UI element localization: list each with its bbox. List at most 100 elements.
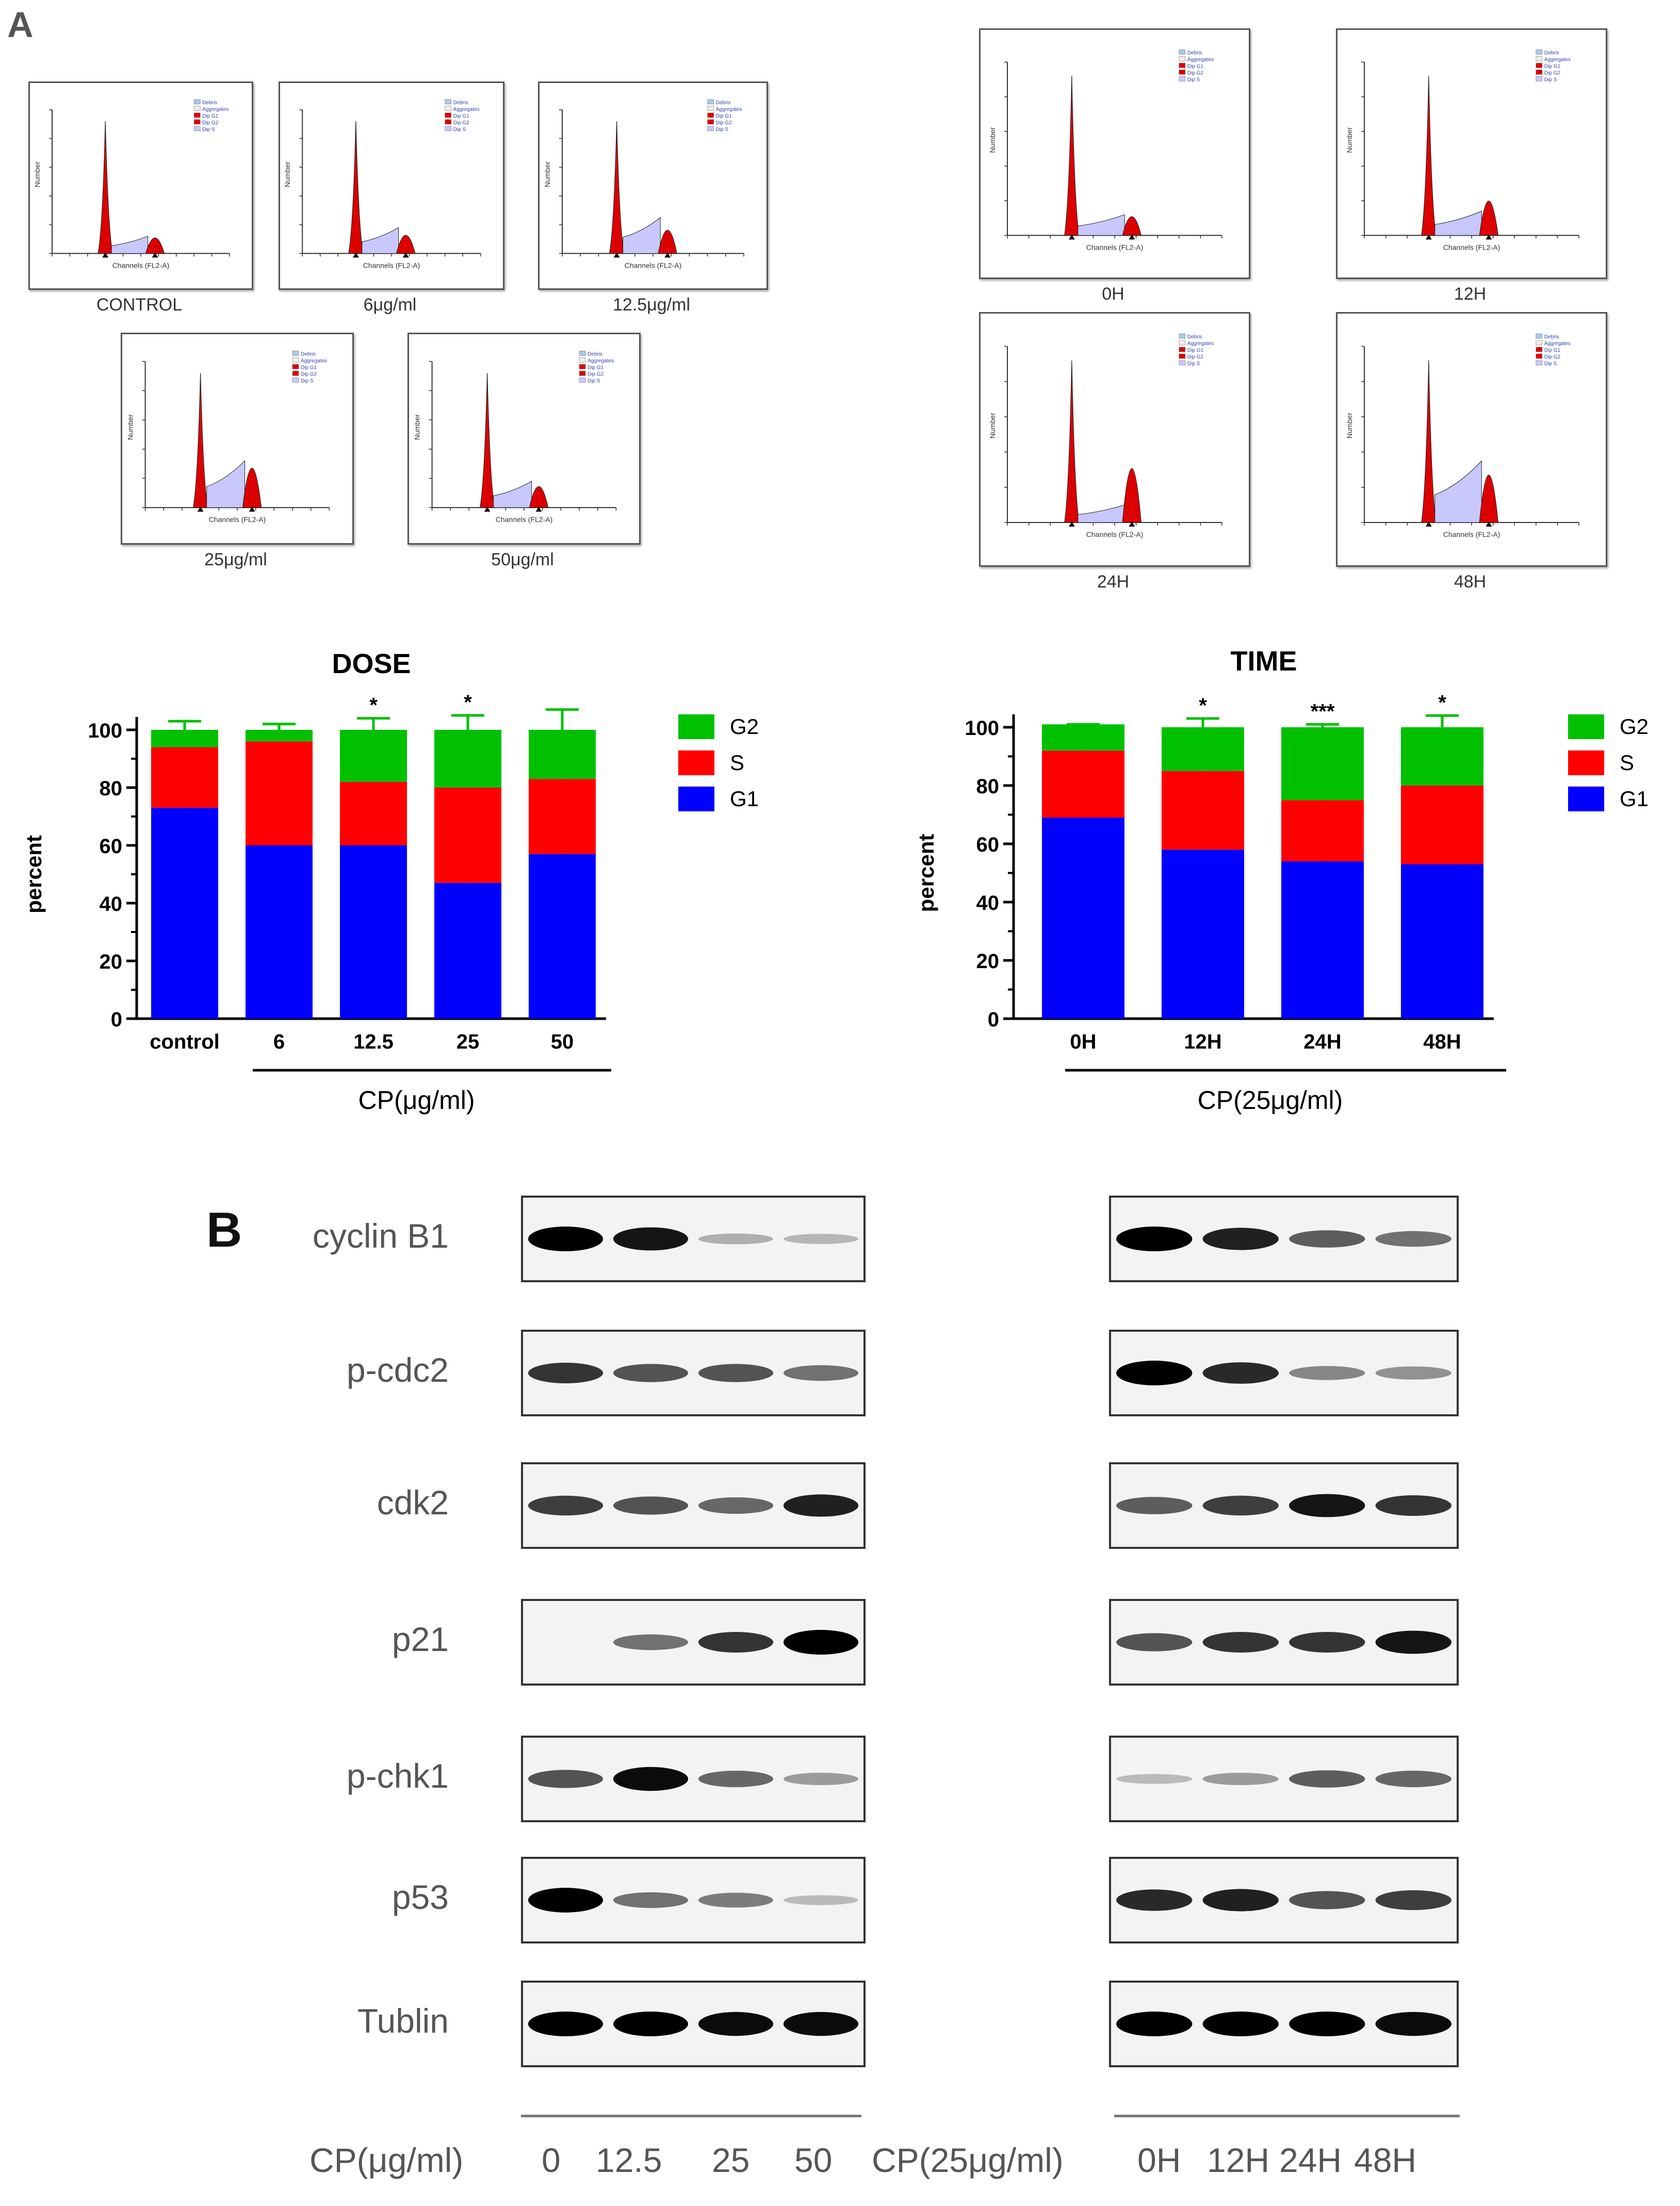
blot-band <box>613 1767 689 1791</box>
dose-blot-tublin <box>521 1981 866 2067</box>
flow-legend-entry: Debris <box>1544 334 1559 340</box>
flow-y-axis-label: Number <box>283 161 291 187</box>
legend-swatch-g2 <box>1568 714 1604 739</box>
dose-stacked-bar-chart: DOSE 0 20 40 60 80 100 percent control 6 12.5 * 25 * 5… <box>22 648 759 1115</box>
legend-label: G1 <box>1620 787 1649 811</box>
bar-segment-g1 <box>1401 864 1483 1019</box>
blot-band <box>528 1495 604 1516</box>
flow-legend-entry: Dip G2 <box>1187 354 1204 360</box>
s-phase-area <box>623 217 661 254</box>
y-tick-label: 0 <box>111 1008 122 1031</box>
time-lane-label: 48H <box>1354 2141 1417 2179</box>
g2-peak <box>1479 475 1498 523</box>
flow-legend-entry: Debris <box>301 351 316 357</box>
s-phase-area <box>1434 460 1482 523</box>
protein-label: Tublin <box>357 2002 449 2040</box>
time-histogram-label: 12H <box>1454 284 1487 304</box>
blot-band <box>1375 1366 1451 1380</box>
x-tick-label: 48H <box>1423 1031 1461 1053</box>
flow-legend-entry: Dip G1 <box>1544 348 1561 353</box>
blot-band <box>1202 1362 1279 1384</box>
time-histogram-label: 0H <box>1102 284 1124 304</box>
blot-band <box>1289 2012 1365 2036</box>
flow-legend-entry: Dip S <box>1544 77 1557 83</box>
dose-histogram-label: 50μg/ml <box>491 550 554 569</box>
time-blot-cdk2 <box>1109 1462 1459 1549</box>
dose-histogram: Channels (FL2-A) Number Debris Aggregates Di… <box>407 333 641 545</box>
blot-band <box>1375 1890 1451 1910</box>
flow-y-axis-label: Number <box>126 414 135 440</box>
legend-label: G2 <box>1620 714 1649 739</box>
flow-legend-entry: Dip S <box>1187 77 1200 83</box>
legend-swatch-s <box>678 750 714 775</box>
flow-y-axis-label: Number <box>413 414 421 440</box>
significance-marker: * <box>464 691 472 714</box>
flow-x-axis-label: Channels (FL2-A) <box>363 261 420 269</box>
flow-legend-entry: Dip S <box>1187 361 1200 367</box>
time-histogram: Channels (FL2-A) Number Debris Aggregates Di… <box>979 312 1250 567</box>
flow-legend-entry: Aggregates <box>1187 341 1214 347</box>
flow-legend-entry: Dip G1 <box>202 113 219 119</box>
blot-band <box>783 1365 859 1381</box>
blot-band <box>698 1771 774 1787</box>
x-axis-label: CP(μg/ml) <box>358 1086 475 1115</box>
bar-segment-s <box>246 741 313 845</box>
blot-band <box>1289 1632 1365 1653</box>
blot-band <box>1116 1774 1193 1784</box>
dose-histogram-label: CONTROL <box>96 295 183 315</box>
y-tick-label: 100 <box>965 717 999 740</box>
bar-segment-s <box>1401 786 1483 864</box>
blot-band <box>698 1497 774 1514</box>
blot-band <box>1289 1230 1365 1248</box>
bar-segment-s <box>434 788 501 883</box>
s-phase-area <box>493 481 532 508</box>
blot-band <box>698 1233 774 1245</box>
bar-segment-s <box>529 779 596 854</box>
flow-legend-entry: Aggregates <box>1544 341 1571 347</box>
flow-legend-entry: Dip G1 <box>716 113 732 119</box>
dose-histogram-label: 12.5μg/ml <box>613 295 690 315</box>
g1-peak <box>609 121 625 254</box>
g2-peak <box>529 486 549 508</box>
blot-band <box>613 1496 689 1515</box>
flow-y-axis-label: Number <box>1345 127 1353 153</box>
time-lane-label: 0H <box>1137 2141 1181 2179</box>
bar-segment-g1 <box>434 883 501 1019</box>
bar-segment-g1 <box>246 845 313 1019</box>
dose-blot-p21 <box>521 1599 866 1686</box>
dose-lane-label: 12.5 <box>596 2141 662 2179</box>
flow-legend-entry: Aggregates <box>202 107 229 112</box>
blot-band <box>1116 1497 1193 1514</box>
flow-y-axis-label: Number <box>1345 413 1353 438</box>
flow-legend-entry: Dip G2 <box>301 371 317 377</box>
time-histogram: Channels (FL2-A) Number Debris Aggregates Di… <box>1336 312 1607 567</box>
significance-marker: *** <box>1311 700 1335 723</box>
g1-peak <box>1421 76 1437 236</box>
flow-legend-entry: Dip G1 <box>301 365 317 370</box>
bar-segment-g1 <box>529 854 596 1019</box>
dose-histogram: Channels (FL2-A) Number Debris Aggregates Di… <box>121 333 354 545</box>
flow-legend-entry: Dip G1 <box>1187 63 1204 69</box>
bar-segment-g1 <box>1042 818 1124 1019</box>
blot-band <box>1289 1366 1365 1380</box>
x-tick-label: 12H <box>1184 1031 1221 1053</box>
y-tick-label: 40 <box>100 893 123 916</box>
blot-band <box>1375 1630 1451 1654</box>
flow-legend-entry: Dip G1 <box>453 113 470 119</box>
x-tick-label: 25 <box>456 1031 480 1053</box>
g2-peak <box>658 230 677 254</box>
dose-histogram-label: 6μg/ml <box>363 295 417 315</box>
legend-label: S <box>730 750 744 775</box>
y-tick-label: 60 <box>976 834 1000 856</box>
blot-band <box>613 1227 689 1251</box>
blot-band <box>613 1892 689 1908</box>
dose-blot-cdk2 <box>521 1462 866 1549</box>
g2-peak <box>242 468 262 508</box>
protein-label: p-chk1 <box>346 1757 449 1795</box>
y-tick-label: 80 <box>976 775 1000 798</box>
blot-band <box>1202 1495 1279 1516</box>
blot-band <box>1202 1889 1279 1911</box>
blot-band <box>1116 2012 1193 2036</box>
x-tick-label: 6 <box>273 1031 285 1053</box>
blot-band <box>783 1234 859 1244</box>
